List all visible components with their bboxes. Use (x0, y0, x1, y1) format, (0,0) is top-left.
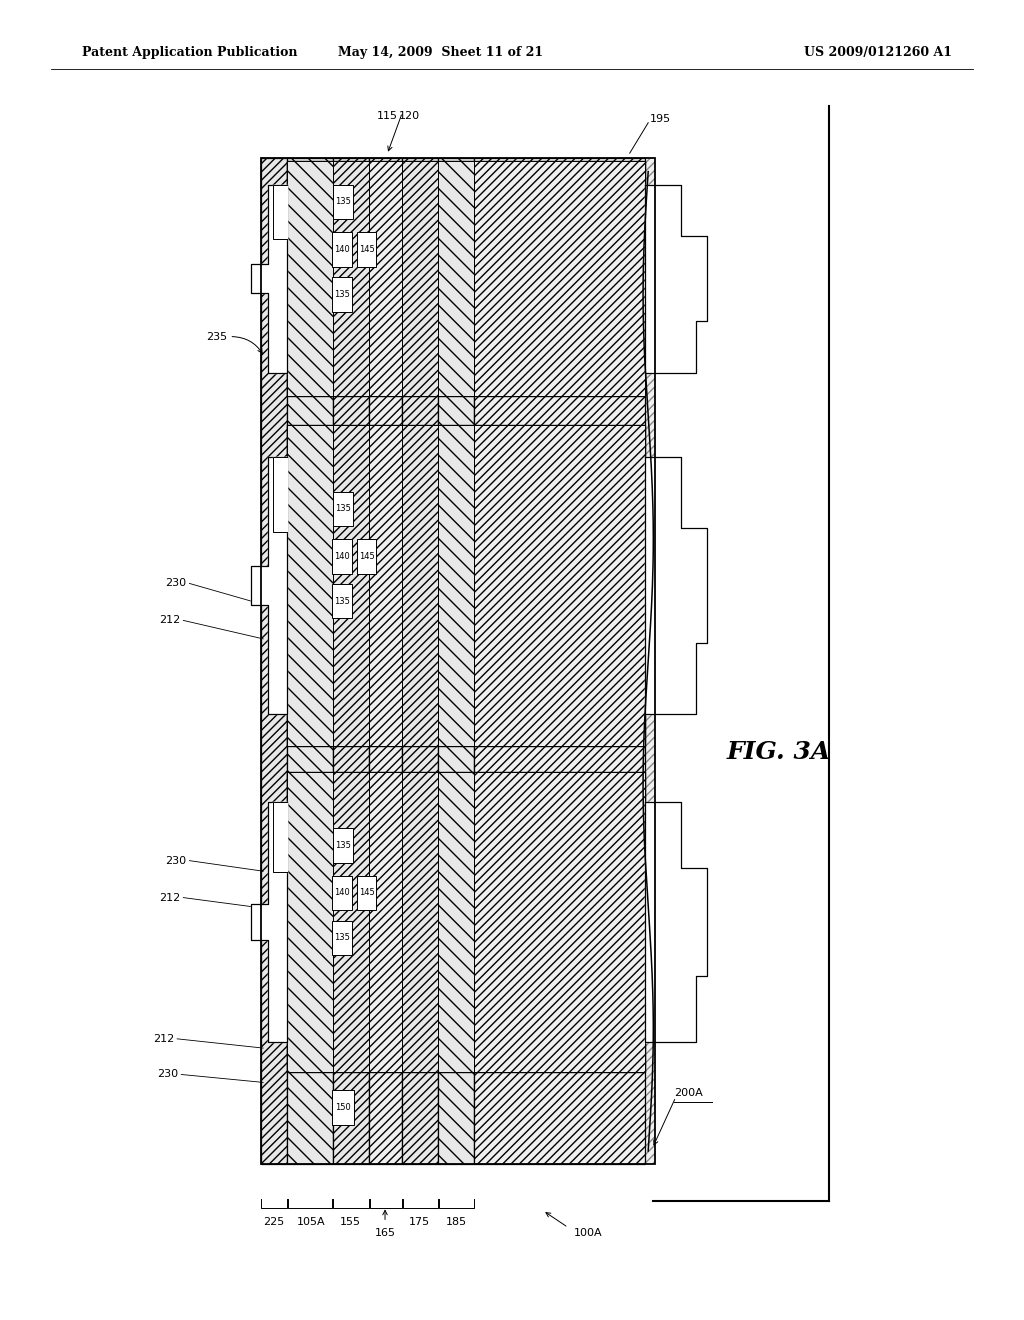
Bar (287, 161, 645, 396)
Bar (261, 158, 655, 1164)
Bar (369, 772, 402, 1072)
Text: 235: 235 (206, 331, 227, 342)
Bar (332, 277, 352, 312)
FancyArrowPatch shape (232, 337, 262, 354)
Text: May 14, 2009  Sheet 11 of 21: May 14, 2009 Sheet 11 of 21 (338, 46, 543, 59)
Text: 150: 150 (335, 1104, 351, 1111)
Text: 225: 225 (263, 1217, 284, 1228)
Bar (474, 772, 645, 1072)
Bar (369, 158, 402, 1164)
Bar (261, 158, 287, 1164)
Polygon shape (251, 185, 287, 372)
Text: 230: 230 (157, 1069, 178, 1080)
Polygon shape (251, 457, 287, 714)
Bar (261, 158, 655, 1164)
Bar (332, 232, 352, 267)
Text: 212: 212 (159, 615, 180, 626)
Text: 135: 135 (335, 504, 351, 513)
Text: 135: 135 (335, 198, 351, 206)
Bar (332, 921, 352, 956)
Bar (402, 772, 438, 1072)
Polygon shape (273, 185, 287, 239)
Bar (369, 425, 402, 746)
Bar (332, 1090, 354, 1125)
Polygon shape (273, 457, 287, 532)
Polygon shape (645, 457, 707, 714)
Bar (333, 158, 369, 1164)
Text: 212: 212 (159, 892, 180, 903)
Text: FIG. 3A: FIG. 3A (727, 741, 831, 764)
Bar (287, 161, 333, 396)
Bar (332, 583, 352, 618)
Bar (357, 232, 377, 267)
Text: 100A: 100A (573, 1228, 602, 1238)
Text: 175: 175 (410, 1217, 430, 1228)
Text: 135: 135 (334, 290, 350, 298)
Text: US 2009/0121260 A1: US 2009/0121260 A1 (804, 46, 952, 59)
Polygon shape (273, 803, 287, 871)
Text: 212: 212 (153, 1034, 174, 1044)
Text: 120: 120 (399, 111, 420, 121)
Bar (474, 158, 645, 1164)
Bar (438, 772, 474, 1072)
Bar (333, 425, 369, 746)
Bar (402, 161, 438, 396)
Text: 115: 115 (377, 111, 397, 121)
Bar (287, 158, 333, 1164)
Bar (402, 425, 438, 746)
Text: 165: 165 (375, 1228, 395, 1238)
Bar (474, 425, 645, 746)
Text: 135: 135 (334, 597, 350, 606)
Text: Patent Application Publication: Patent Application Publication (82, 46, 297, 59)
Text: 145: 145 (358, 888, 375, 898)
Bar (402, 158, 438, 1164)
Text: 145: 145 (358, 552, 375, 561)
Bar (438, 158, 474, 1164)
Bar (333, 161, 369, 396)
Text: 105A: 105A (297, 1217, 326, 1228)
Bar (438, 425, 474, 746)
Bar (474, 161, 645, 396)
Text: 135: 135 (335, 841, 351, 850)
Text: 155: 155 (340, 1217, 360, 1228)
Bar (369, 161, 402, 396)
Bar (332, 876, 352, 911)
Bar (287, 772, 645, 1072)
Text: 140: 140 (334, 552, 350, 561)
Text: 140: 140 (334, 888, 350, 898)
Text: 195: 195 (650, 114, 672, 124)
Bar (357, 876, 377, 911)
Bar (357, 539, 377, 573)
Bar (332, 539, 352, 573)
Text: 140: 140 (334, 246, 350, 253)
Text: 230: 230 (165, 855, 186, 866)
Bar (287, 772, 333, 1072)
Polygon shape (251, 803, 287, 1041)
Bar (438, 161, 474, 396)
Bar (261, 158, 655, 1164)
Text: 135: 135 (334, 933, 350, 942)
Polygon shape (645, 803, 707, 1041)
Bar (334, 491, 352, 525)
Bar (334, 185, 352, 219)
Bar (287, 425, 645, 746)
Bar (333, 772, 369, 1072)
Text: 200A: 200A (674, 1088, 702, 1098)
Text: 185: 185 (446, 1217, 467, 1228)
Polygon shape (645, 185, 707, 372)
Text: 145: 145 (358, 246, 375, 253)
Text: 230: 230 (165, 578, 186, 589)
Bar (287, 425, 333, 746)
Bar (334, 829, 352, 863)
